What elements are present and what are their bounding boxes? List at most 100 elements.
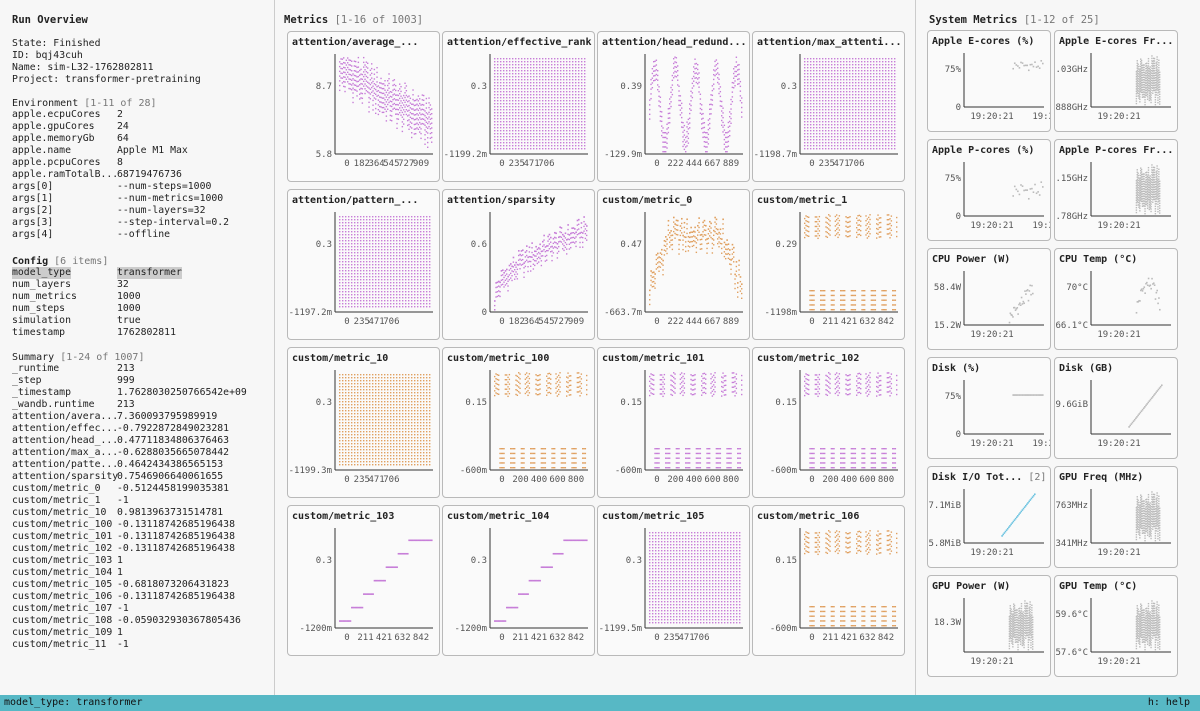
data-point <box>706 238 708 240</box>
data-point <box>414 252 416 254</box>
data-point <box>825 61 827 63</box>
environment-row[interactable]: apple.pcpuCores 8 <box>0 157 274 169</box>
environment-row[interactable]: args[0] --num-steps=1000 <box>0 181 274 193</box>
data-point <box>841 309 843 311</box>
summary-row[interactable]: _wandb.runtime 213 <box>0 399 274 411</box>
data-point <box>420 288 422 290</box>
data-point <box>710 113 712 115</box>
data-point <box>351 243 353 245</box>
summary-row[interactable]: custom/metric_100 -0.13118742685196438 <box>0 519 274 531</box>
summary-row[interactable]: custom/metric_0 -0.5124458199035381 <box>0 483 274 495</box>
chart-card-custom-metric-1[interactable]: custom/metric_1 0.29 -1198m 0 211 421 632 842 <box>752 189 905 340</box>
data-point <box>804 61 806 63</box>
data-point <box>825 216 827 219</box>
data-point <box>533 148 535 150</box>
chart-card-custom-metric-0[interactable]: custom/metric_0 0.47 -663.7m 0 222 444 667 889 <box>597 189 750 340</box>
data-point <box>838 234 841 236</box>
x-tick-label: 632 <box>859 317 875 327</box>
data-point <box>891 106 893 108</box>
environment-row[interactable]: args[1] --num-metrics=1000 <box>0 193 274 205</box>
data-point <box>415 113 417 116</box>
summary-row[interactable]: custom/metric_105 -0.6818073206431823 <box>0 579 274 591</box>
x-tick-label: 706 <box>383 475 399 485</box>
data-point <box>397 104 400 106</box>
data-point <box>509 130 511 132</box>
data-point <box>713 83 715 85</box>
summary-row[interactable]: custom/metric_107 -1 <box>0 603 274 615</box>
data-point <box>500 142 502 144</box>
data-point <box>690 109 692 111</box>
data-point <box>426 264 428 266</box>
chart-card-attention-average[interactable]: attention/average_... 8.7 5.8 0 182 364 545 727… <box>287 31 440 182</box>
summary-key: _runtime <box>12 363 60 374</box>
summary-row[interactable]: attention/max_a... -0.6288035665078442 <box>0 447 274 459</box>
data-point <box>542 91 544 93</box>
data-point <box>554 142 556 144</box>
environment-row[interactable]: args[3] --step-interval=0.2 <box>0 217 274 229</box>
chart-card-attention-pattern[interactable]: attention/pattern_... 0.3 -1197.2m 0 235 471 7… <box>287 189 440 340</box>
data-point <box>855 112 857 114</box>
data-point <box>497 91 499 93</box>
environment-row[interactable]: apple.memoryGb 64 <box>0 133 274 145</box>
summary-row[interactable]: attention/patte... 0.4642434386565153 <box>0 459 274 471</box>
summary-row[interactable]: custom/metric_108 -0.059032930367805436 <box>0 615 274 627</box>
y-tick-label: 0.29 <box>775 240 797 250</box>
data-point <box>342 276 344 278</box>
environment-row[interactable]: apple.ecpuCores 2 <box>0 109 274 121</box>
summary-row[interactable]: custom/metric_104 1 <box>0 567 274 579</box>
data-point <box>494 145 496 147</box>
summary-row[interactable]: custom/metric_102 -0.13118742685196438 <box>0 543 274 555</box>
data-point <box>524 265 527 268</box>
chart-card-attention-effective-rank[interactable]: attention/effective_rank 0.3 -1199.2m 0 235 4… <box>442 31 595 182</box>
chart-card-custom-metric-10[interactable]: custom/metric_10 0.3 -1199.3m 0 235 471 706 <box>287 347 440 498</box>
summary-row[interactable]: attention/sparsity 0.7546906640061655 <box>0 471 274 483</box>
chart-card-attention-max-attenti[interactable]: attention/max_attenti... 0.3 -1198.7m 0 235 4… <box>752 31 905 182</box>
summary-row[interactable]: custom/metric_109 1 <box>0 627 274 639</box>
summary-row[interactable]: attention/avera... 7.360093795989919 <box>0 411 274 423</box>
config-row[interactable]: num_metrics 1000 <box>0 291 274 303</box>
data-point <box>655 263 658 265</box>
data-point <box>858 233 861 236</box>
data-point <box>378 279 380 281</box>
config-row[interactable]: simulation true <box>0 315 274 327</box>
summary-row[interactable]: custom/metric_10 0.9813963731514781 <box>0 507 274 519</box>
config-row[interactable]: timestamp 1762802811 <box>0 327 274 339</box>
config-row[interactable]: model_type transformer <box>0 267 274 279</box>
data-point <box>666 133 668 135</box>
data-point <box>701 104 703 106</box>
summary-row[interactable]: custom/metric_103 1 <box>0 555 274 567</box>
data-point <box>834 79 836 81</box>
chart-card-attention-sparsity[interactable]: attention/sparsity 0.6 0 0 182 364 545 727 909 <box>442 189 595 340</box>
summary-row[interactable]: custom/metric_106 -0.13118742685196438 <box>0 591 274 603</box>
data-point <box>557 73 559 75</box>
data-point <box>536 58 538 60</box>
data-point <box>530 145 532 147</box>
config-row[interactable]: num_steps 1000 <box>0 303 274 315</box>
environment-row[interactable]: args[4] --offline <box>0 229 274 241</box>
summary-row[interactable]: _runtime 213 <box>0 363 274 375</box>
data-point <box>569 61 571 63</box>
data-point <box>380 96 382 99</box>
data-point <box>345 410 347 412</box>
environment-row[interactable]: apple.gpuCores 24 <box>0 121 274 133</box>
data-point <box>545 127 547 129</box>
data-point <box>710 232 712 234</box>
data-point <box>530 142 532 144</box>
summary-row[interactable]: custom/metric_11 -1 <box>0 639 274 651</box>
data-point <box>530 133 532 135</box>
summary-row[interactable]: attention/effec... -0.7922872849023281 <box>0 423 274 435</box>
summary-row[interactable]: custom/metric_101 -0.13118742685196438 <box>0 531 274 543</box>
data-point <box>339 252 341 254</box>
summary-row[interactable]: custom/metric_1 -1 <box>0 495 274 507</box>
config-row[interactable]: num_layers 32 <box>0 279 274 291</box>
data-point <box>685 141 687 143</box>
data-point <box>533 100 535 102</box>
chart-card-attention-head-redund[interactable]: attention/head_redund... 0.39 -129.9m 0 222 4… <box>597 31 750 182</box>
environment-row[interactable]: args[2] --num-layers=32 <box>0 205 274 217</box>
summary-row[interactable]: attention/head_... 0.47711834806376463 <box>0 435 274 447</box>
environment-row[interactable]: apple.ramTotalB... 68719476736 <box>0 169 274 181</box>
summary-row[interactable]: _timestamp 1.7628030250766542e+09 <box>0 387 274 399</box>
data-point <box>521 79 523 81</box>
environment-row[interactable]: apple.name Apple M1 Max <box>0 145 274 157</box>
summary-row[interactable]: _step 999 <box>0 375 274 387</box>
